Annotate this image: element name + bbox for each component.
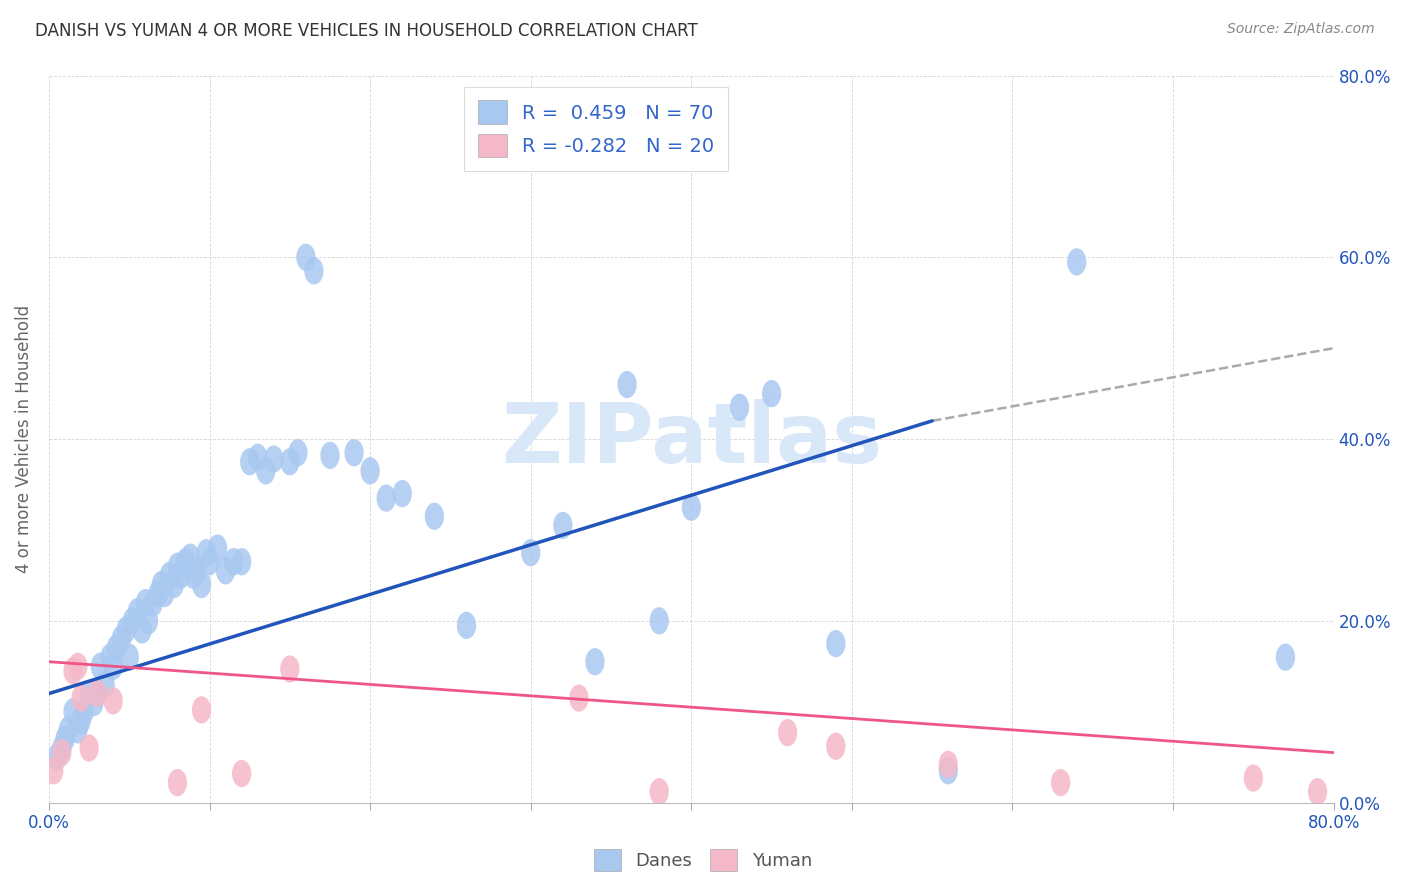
Ellipse shape [69, 716, 87, 744]
Legend: Danes, Yuman: Danes, Yuman [586, 842, 820, 879]
Ellipse shape [682, 493, 702, 521]
Ellipse shape [55, 725, 75, 753]
Ellipse shape [264, 445, 284, 473]
Ellipse shape [191, 571, 211, 599]
Ellipse shape [117, 616, 136, 643]
Ellipse shape [87, 680, 107, 707]
Ellipse shape [650, 778, 669, 805]
Ellipse shape [80, 734, 98, 762]
Ellipse shape [184, 562, 202, 589]
Ellipse shape [120, 643, 139, 671]
Ellipse shape [72, 684, 91, 712]
Ellipse shape [1308, 778, 1327, 805]
Ellipse shape [650, 607, 669, 634]
Ellipse shape [730, 393, 749, 421]
Ellipse shape [48, 744, 66, 771]
Ellipse shape [63, 698, 83, 725]
Ellipse shape [149, 580, 167, 607]
Ellipse shape [107, 634, 127, 662]
Ellipse shape [939, 751, 957, 778]
Ellipse shape [72, 707, 91, 734]
Ellipse shape [180, 543, 200, 571]
Ellipse shape [280, 656, 299, 682]
Ellipse shape [63, 657, 83, 684]
Text: Source: ZipAtlas.com: Source: ZipAtlas.com [1227, 22, 1375, 37]
Ellipse shape [69, 653, 87, 680]
Ellipse shape [96, 671, 115, 698]
Ellipse shape [827, 630, 845, 657]
Ellipse shape [52, 739, 72, 766]
Ellipse shape [553, 512, 572, 539]
Ellipse shape [122, 607, 142, 634]
Ellipse shape [165, 571, 184, 599]
Ellipse shape [1244, 764, 1263, 792]
Ellipse shape [111, 625, 131, 653]
Ellipse shape [84, 689, 104, 716]
Ellipse shape [288, 439, 308, 467]
Ellipse shape [52, 734, 72, 762]
Ellipse shape [167, 553, 187, 580]
Ellipse shape [360, 458, 380, 484]
Ellipse shape [392, 480, 412, 508]
Ellipse shape [224, 548, 243, 575]
Ellipse shape [321, 442, 340, 469]
Ellipse shape [80, 680, 98, 707]
Ellipse shape [1052, 769, 1070, 797]
Ellipse shape [344, 439, 364, 467]
Ellipse shape [104, 653, 122, 680]
Ellipse shape [827, 732, 845, 760]
Legend: R =  0.459   N = 70, R = -0.282   N = 20: R = 0.459 N = 70, R = -0.282 N = 20 [470, 93, 723, 165]
Ellipse shape [176, 548, 195, 575]
Ellipse shape [167, 769, 187, 797]
Ellipse shape [762, 380, 782, 408]
Ellipse shape [200, 548, 219, 575]
Ellipse shape [87, 680, 107, 707]
Ellipse shape [256, 458, 276, 484]
Ellipse shape [304, 257, 323, 285]
Ellipse shape [197, 539, 217, 566]
Y-axis label: 4 or more Vehicles in Household: 4 or more Vehicles in Household [15, 305, 32, 574]
Ellipse shape [191, 697, 211, 723]
Ellipse shape [1275, 643, 1295, 671]
Ellipse shape [240, 448, 259, 475]
Ellipse shape [91, 653, 110, 680]
Ellipse shape [187, 558, 207, 584]
Ellipse shape [172, 562, 190, 589]
Ellipse shape [155, 580, 174, 607]
Ellipse shape [778, 719, 797, 747]
Text: DANISH VS YUMAN 4 OR MORE VEHICLES IN HOUSEHOLD CORRELATION CHART: DANISH VS YUMAN 4 OR MORE VEHICLES IN HO… [35, 22, 697, 40]
Ellipse shape [457, 612, 477, 639]
Ellipse shape [377, 484, 396, 512]
Ellipse shape [160, 562, 179, 589]
Ellipse shape [617, 371, 637, 398]
Ellipse shape [522, 539, 540, 566]
Ellipse shape [217, 558, 235, 584]
Ellipse shape [280, 448, 299, 475]
Ellipse shape [425, 503, 444, 530]
Ellipse shape [100, 643, 120, 671]
Ellipse shape [139, 607, 157, 634]
Ellipse shape [208, 534, 228, 562]
Ellipse shape [132, 616, 152, 643]
Ellipse shape [939, 757, 957, 784]
Ellipse shape [75, 698, 94, 725]
Ellipse shape [143, 589, 163, 616]
Ellipse shape [128, 599, 148, 625]
Ellipse shape [59, 716, 77, 744]
Ellipse shape [152, 571, 172, 599]
Ellipse shape [569, 684, 589, 712]
Ellipse shape [247, 443, 267, 471]
Text: ZIPatlas: ZIPatlas [501, 399, 882, 480]
Ellipse shape [297, 244, 315, 271]
Ellipse shape [1067, 248, 1087, 276]
Ellipse shape [232, 760, 252, 787]
Ellipse shape [104, 687, 122, 714]
Ellipse shape [44, 757, 63, 784]
Ellipse shape [585, 648, 605, 675]
Ellipse shape [136, 589, 155, 616]
Ellipse shape [232, 548, 252, 575]
